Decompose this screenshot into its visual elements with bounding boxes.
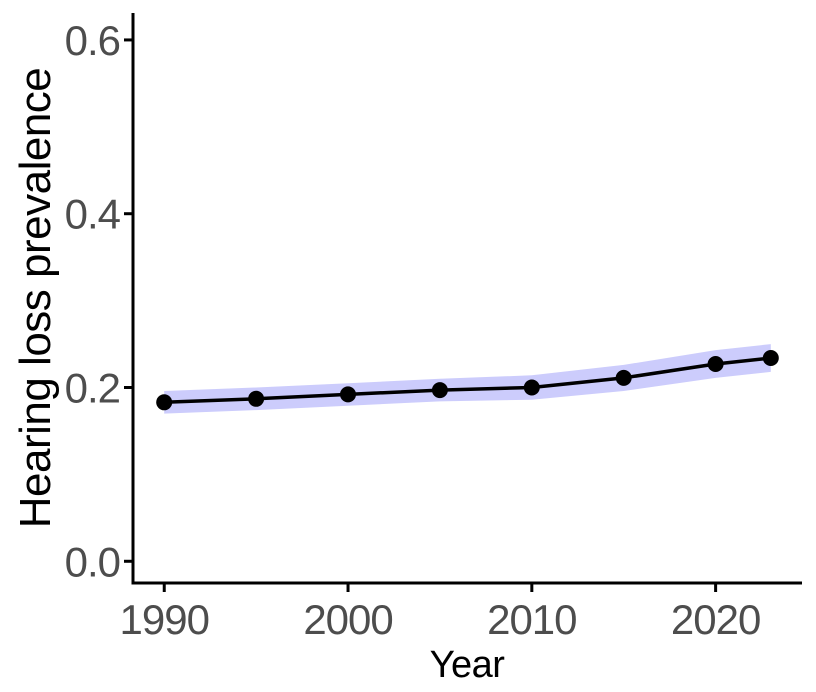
data-point	[707, 356, 724, 372]
trend-line-layer	[162, 356, 773, 405]
x-tick-label: 1990	[120, 596, 209, 643]
x-tick-label: 2020	[671, 596, 760, 643]
data-point	[431, 382, 448, 399]
y-axis-title: Hearing loss prevalence	[11, 68, 60, 529]
trend-line	[162, 356, 773, 405]
data-point	[340, 386, 356, 403]
tick-layer	[124, 38, 718, 592]
y-tick-label: 0.6	[65, 17, 120, 64]
data-point	[523, 379, 540, 396]
y-tick-label: 0.0	[65, 538, 120, 585]
tick-label-layer: 1990 2000 2010 2020 0.0 0.2 0.4 0.6	[65, 17, 762, 643]
data-point	[156, 394, 173, 411]
data-point	[615, 369, 632, 386]
data-point-layer	[156, 350, 779, 411]
y-tick-label: 0.2	[65, 364, 120, 411]
data-point	[762, 350, 779, 366]
y-tick-label: 0.4	[65, 191, 121, 238]
x-tick-label: 2000	[303, 596, 392, 643]
x-tick-label: 2010	[487, 596, 576, 643]
x-axis-title: Year	[430, 644, 506, 686]
data-point	[248, 390, 265, 407]
axis-layer	[131, 13, 802, 585]
